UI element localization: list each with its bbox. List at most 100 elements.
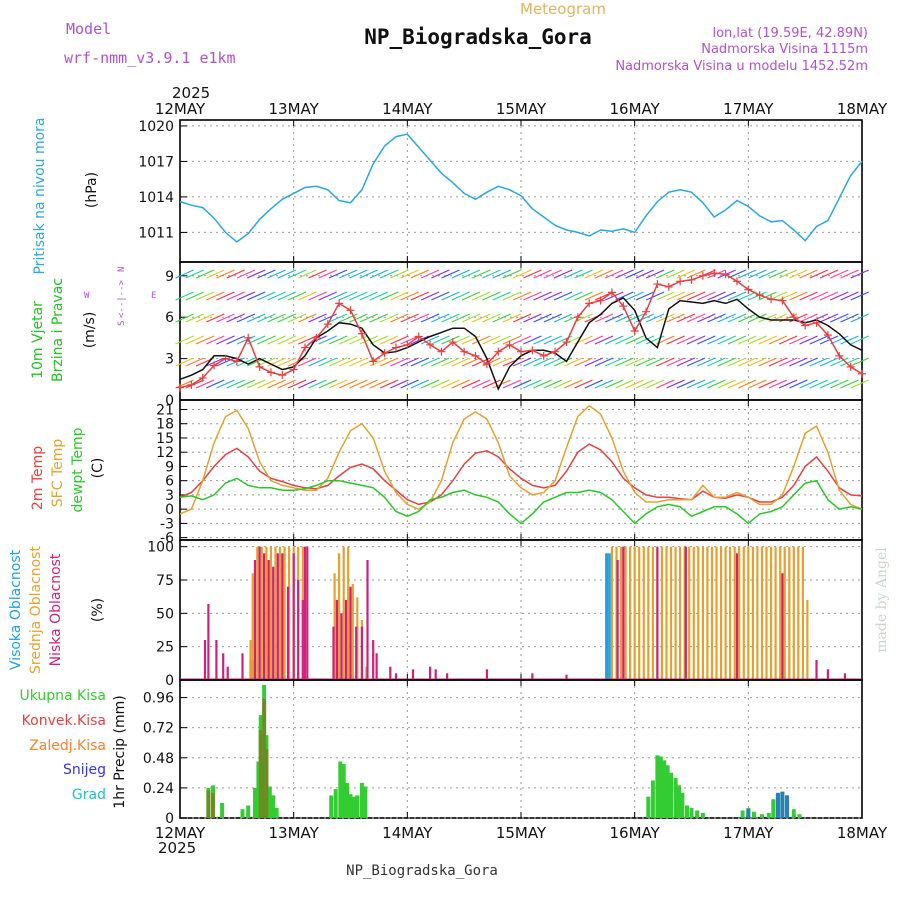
wind-barb [604,357,624,367]
wind-barb [645,313,665,323]
wind-barb [676,335,696,345]
bar-niska-oblacnost [349,586,352,680]
bar-ukupna-kisa [351,796,356,818]
bar-niska-oblacnost [258,546,261,680]
wind-barb [830,379,849,389]
gust-marker [778,296,787,305]
y-tick-label: 9 [165,269,174,285]
wind-barb [819,313,839,323]
wind-barb [451,379,471,389]
wind-barb [175,291,194,301]
wind-barb [778,269,798,279]
wind-barb [492,291,511,301]
bar-niska-oblacnost [286,586,290,680]
wind-barb [195,291,215,301]
bar-srednja-oblacnost [256,546,259,680]
top-date-label: 13MAY [269,100,320,118]
bar-ukupna-kisa [363,786,368,818]
wind-barb [615,379,634,389]
wind-barb [564,379,583,389]
cloud-unit: (%) [90,598,106,622]
wind-barb [635,379,655,389]
wind-barb [666,313,685,323]
wind-barb [185,357,205,367]
wind-barb [604,313,624,323]
wind-barb [615,269,634,279]
y-tick-label: 6 [165,474,174,490]
wind-barb [359,269,378,279]
wind-barb [349,291,368,301]
y-tick-label: 6 [165,310,174,326]
wind-barb [758,357,777,367]
wind-barb [584,291,603,301]
wind-barb [195,269,215,279]
wind-barb [686,291,706,301]
bar-srednja-oblacnost [792,546,795,680]
gust-marker [437,347,446,356]
wind-barb [523,379,542,389]
wind-barb [471,313,491,323]
wind-barb [482,291,501,301]
bottom-time-axis: 12MAY 13MAY 14MAY 15MAY 16MAY 17MAY 18MAY [155,824,888,842]
wind-barb [645,291,665,301]
wind-barb [686,357,706,367]
wind-barb [379,291,399,301]
legend-convective-rain: Konvek.Kisa [22,713,106,729]
legend-hail: Grad [72,787,106,803]
wind-unit: (m/s) [82,312,98,349]
wind-barb [819,379,839,389]
bar-niska-oblacnost [565,674,568,680]
wind-barb [390,379,409,389]
gust-marker [698,271,707,280]
bar-niska-oblacnost [335,600,338,680]
bar-niska-oblacnost [485,669,488,680]
gust-marker [630,327,639,335]
wind-barb [410,379,430,389]
wind-barb [298,379,317,389]
wind-barb [205,379,225,389]
gust-marker [607,288,616,297]
sfctemp-axis-title: SFC Temp [50,439,66,508]
wind-barb [727,357,747,367]
wind-barb [625,291,644,301]
bar-srednja-oblacnost [633,546,636,680]
wind-barb [492,269,511,279]
gust-marker [653,280,662,289]
wind-barb [246,269,266,279]
bar-konvek-kisa [258,730,263,818]
wind-barb [615,313,634,323]
wind-barb [359,357,378,367]
gust-marker [335,299,344,308]
bar-srednja-oblacnost [751,546,754,680]
bar-niska-oblacnost [656,546,659,680]
low-cloud-axis-title: Niska Oblacnost [48,553,64,666]
bar-srednja-oblacnost [783,546,786,680]
wind-barb [850,357,869,367]
wind-barb [512,291,532,301]
bar-srednja-oblacnost [660,546,663,680]
wind-barb [789,379,808,389]
legend-snow: Snijeg [63,762,106,778]
wind-barb [359,291,378,301]
wind-barb [400,269,419,279]
wind-barb [482,313,501,323]
wind-barb [512,335,532,345]
wind-barb [768,335,788,345]
wind-barb [216,269,235,279]
gust-marker [573,313,582,322]
bar-niska-oblacnost [366,560,369,680]
wind-barb [850,379,869,389]
bar-ukupna-kisa [274,808,279,818]
wind-barb [175,335,194,345]
bar-srednja-oblacnost [729,546,732,680]
wind-barb [451,335,471,345]
wind-barb [205,313,225,323]
wind-barb [809,335,829,345]
wind-barb [574,291,593,301]
y-tick-label: 0.48 [143,751,174,767]
wind-barb [236,291,256,301]
wind-barb [799,357,818,367]
wind-barb [686,269,706,279]
wind-barb [502,313,522,323]
y-tick-label: 100 [147,540,174,556]
